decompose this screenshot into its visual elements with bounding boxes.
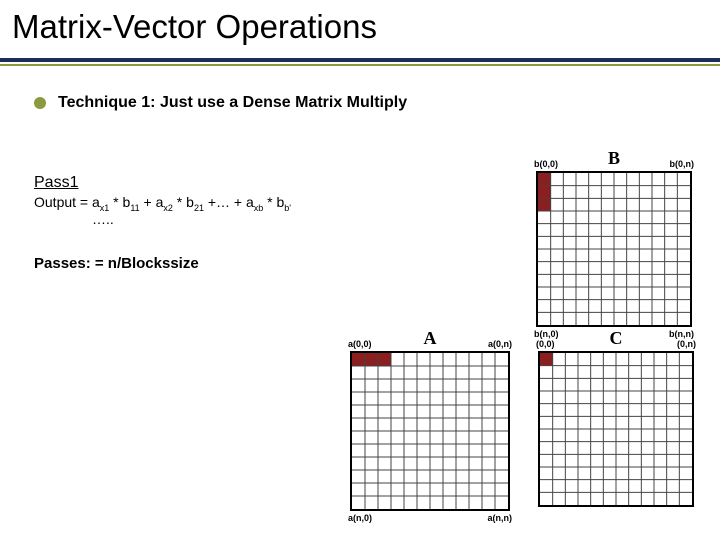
corner-label: a(0,0) [348, 339, 372, 349]
corner-label: a(0,n) [488, 339, 512, 349]
matrix-b: Bb(0,0)b(0,n)b(n,0)b(n,n) [536, 148, 692, 327]
corner-label: (0,n) [677, 339, 696, 349]
title-bar: Matrix-Vector Operations [0, 0, 720, 62]
bullet-text: Technique 1: Just use a Dense Matrix Mul… [58, 94, 407, 112]
matrix-c: C(0,0) (0,n) [538, 328, 694, 507]
bullet-row: Technique 1: Just use a Dense Matrix Mul… [34, 94, 692, 112]
corner-label: (0,0) [536, 339, 555, 349]
matrix-grid [350, 351, 510, 511]
matrix-grid [536, 171, 692, 327]
corner-label: b(0,n) [670, 159, 695, 169]
matrix-a: Aa(0,0)a(0,n)a(n,0)a(n,n) [350, 328, 510, 511]
corner-label: a(n,0) [348, 513, 372, 523]
corner-label: b(0,0) [534, 159, 558, 169]
matrix-grid [538, 351, 694, 507]
bullet-dot-icon [34, 97, 46, 109]
slide-title: Matrix-Vector Operations [12, 8, 708, 46]
corner-label: a(n,n) [488, 513, 513, 523]
matrix-label: C [538, 328, 694, 349]
matrix-label: A [350, 328, 510, 349]
